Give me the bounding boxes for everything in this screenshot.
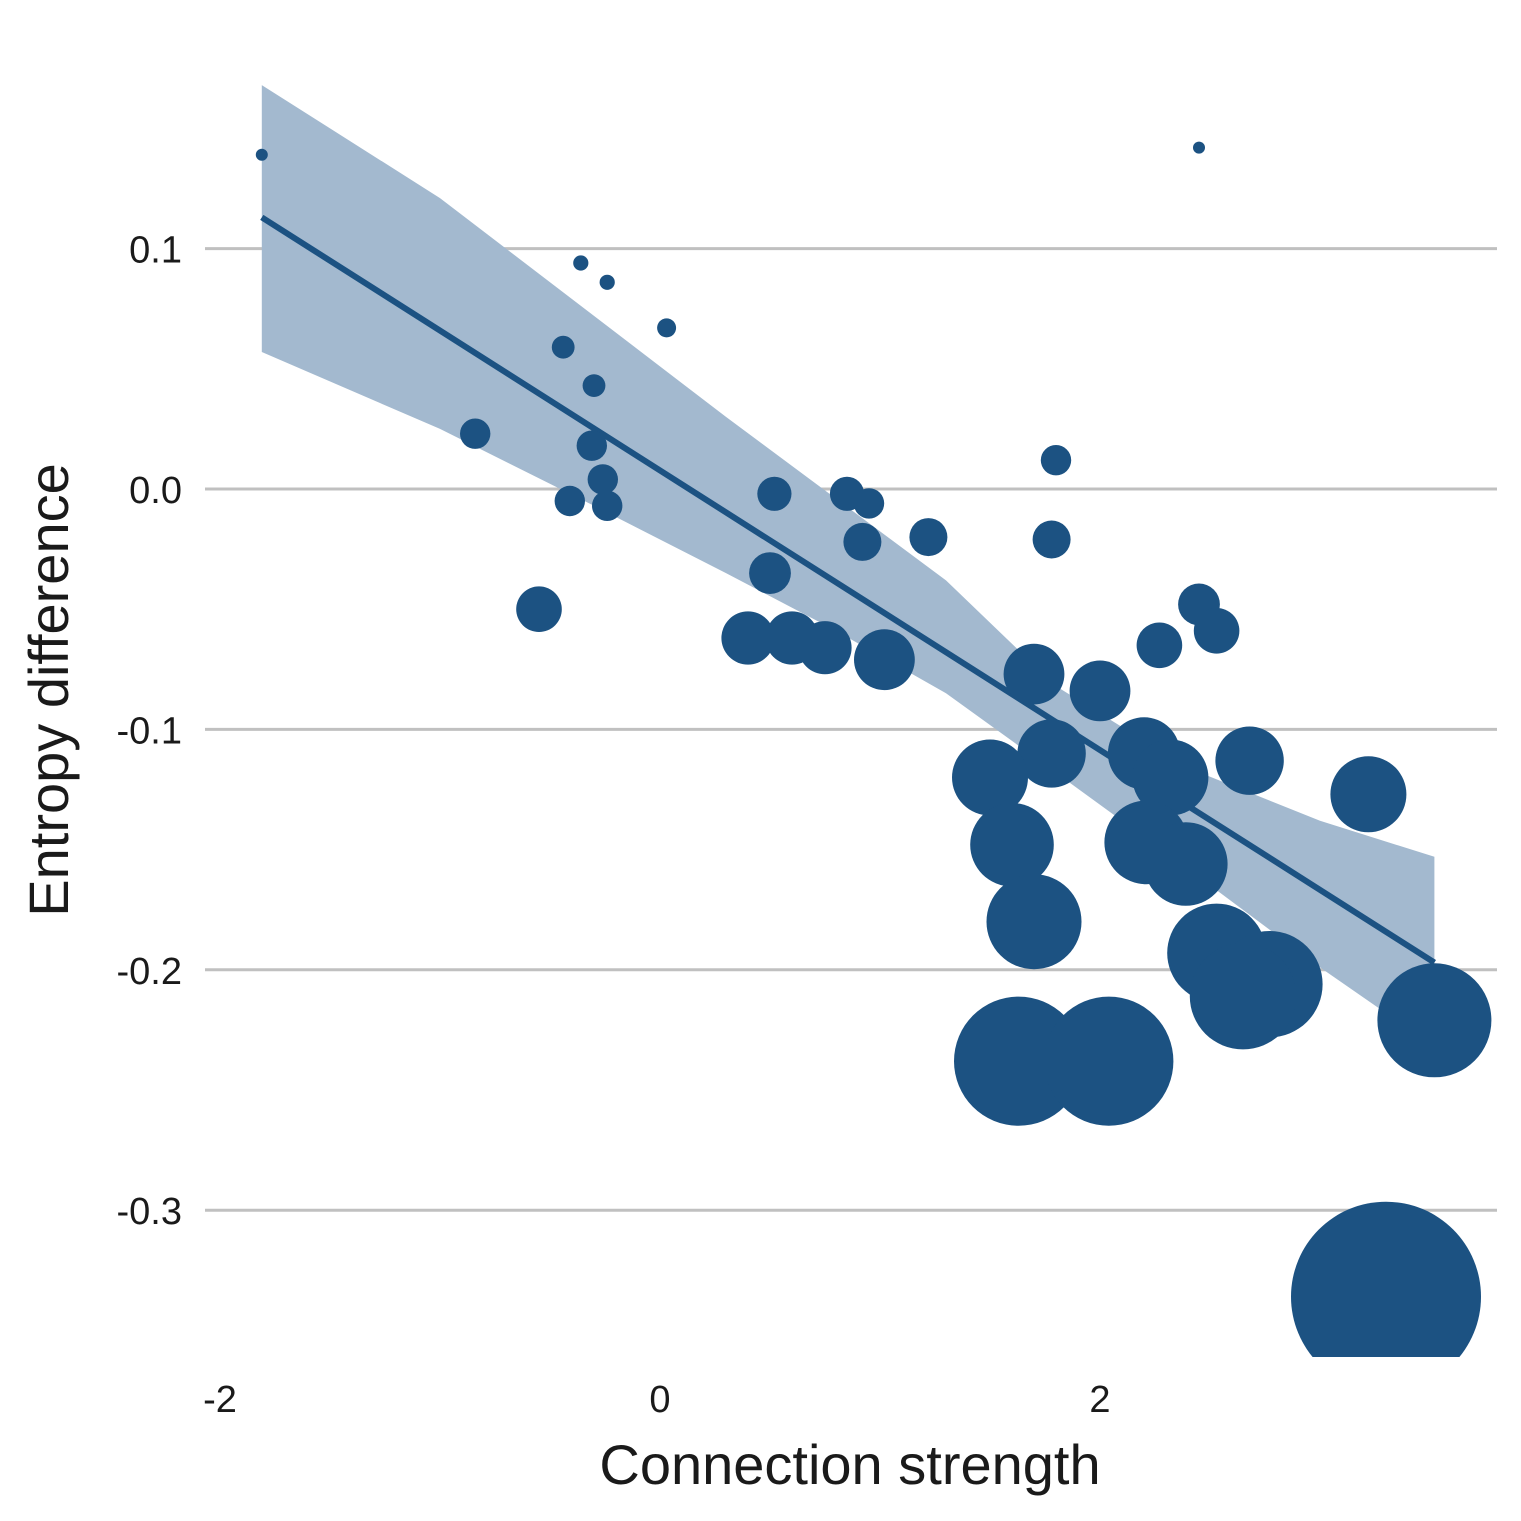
data-point-19 [749, 552, 791, 594]
data-point-23 [1136, 622, 1183, 669]
data-point-5 [551, 335, 575, 359]
confidence-band [261, 85, 1435, 1047]
data-point-45 [1044, 996, 1174, 1126]
data-point-22 [1193, 608, 1240, 654]
y-tick-label-3: -0.2 [117, 951, 182, 993]
y-tick-label-2: -0.1 [117, 710, 182, 752]
data-point-34 [1132, 739, 1209, 816]
data-point-27 [854, 629, 915, 691]
x-tick-label-2: 2 [1089, 1379, 1110, 1421]
data-point-2 [573, 255, 589, 271]
regression-line [260, 214, 1437, 966]
data-point-30 [1017, 719, 1086, 788]
data-point-38 [1144, 822, 1228, 906]
x-tick-label-1: 0 [649, 1379, 670, 1421]
data-point-28 [1003, 643, 1065, 705]
data-point-24 [721, 611, 775, 665]
data-point-20 [516, 586, 562, 632]
y-tick-label-4: -0.3 [117, 1191, 182, 1233]
data-point-6 [582, 374, 606, 397]
data-point-26 [798, 621, 852, 675]
data-point-36 [970, 803, 1054, 887]
data-point-32 [1215, 726, 1284, 795]
data-point-46 [1291, 1201, 1481, 1357]
x-tick-labels: -2 0 2 [203, 1379, 1110, 1421]
data-point-12 [1040, 445, 1072, 476]
data-point-10 [554, 485, 585, 517]
data-point-18 [1032, 520, 1071, 559]
x-tick-label-0: -2 [203, 1379, 237, 1421]
data-point-1 [1193, 141, 1205, 154]
data-point-8 [576, 430, 607, 461]
data-point-11 [592, 490, 623, 521]
data-point-17 [909, 518, 948, 557]
data-point-0 [255, 148, 268, 161]
data-point-44 [954, 996, 1084, 1126]
x-axis-title: Connection strength [599, 1433, 1100, 1496]
data-point-15 [853, 488, 885, 519]
y-tick-label-0: 0.1 [129, 230, 182, 272]
data-point-7 [460, 418, 491, 449]
data-point-4 [657, 318, 677, 338]
y-axis-title: Entropy difference [17, 463, 80, 916]
data-point-42 [1189, 943, 1297, 1050]
data-points [255, 141, 1492, 1357]
data-point-29 [1069, 660, 1131, 722]
data-point-13 [757, 476, 792, 511]
y-tick-labels: 0.1 0.0 -0.1 -0.2 -0.3 [117, 230, 182, 1234]
data-point-3 [599, 274, 615, 290]
data-point-9 [587, 464, 618, 495]
y-tick-label-1: 0.0 [129, 470, 182, 512]
data-point-16 [843, 522, 882, 561]
data-point-43 [1377, 963, 1492, 1078]
data-point-33 [952, 739, 1028, 816]
data-point-35 [1330, 756, 1407, 833]
data-point-39 [986, 874, 1082, 970]
